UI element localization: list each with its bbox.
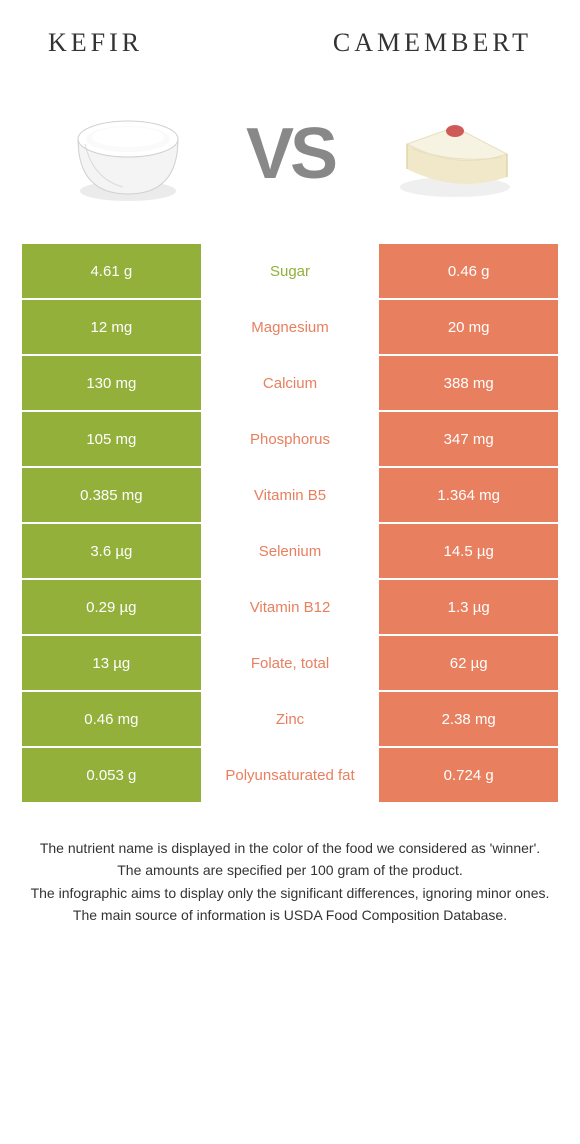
left-value: 0.29 µg	[22, 580, 201, 636]
left-value: 0.46 mg	[22, 692, 201, 748]
table-row: 0.053 gPolyunsaturated fat0.724 g	[22, 748, 558, 804]
left-value: 4.61 g	[22, 244, 201, 300]
nutrient-label: Vitamin B5	[201, 468, 380, 524]
nutrient-label: Sugar	[201, 244, 380, 300]
left-value: 130 mg	[22, 356, 201, 412]
image-row: VS	[0, 76, 580, 244]
footer-notes: The nutrient name is displayed in the co…	[0, 804, 580, 925]
footer-line: The nutrient name is displayed in the co…	[28, 838, 552, 858]
left-food-title: Kefir	[48, 28, 143, 58]
right-value: 0.46 g	[379, 244, 558, 300]
nutrient-label: Calcium	[201, 356, 380, 412]
nutrition-table: 4.61 gSugar0.46 g12 mgMagnesium20 mg130 …	[22, 244, 558, 804]
nutrient-label: Magnesium	[201, 300, 380, 356]
right-value: 2.38 mg	[379, 692, 558, 748]
table-row: 12 mgMagnesium20 mg	[22, 300, 558, 356]
right-food-image	[372, 94, 532, 214]
right-value: 62 µg	[379, 636, 558, 692]
nutrient-label: Polyunsaturated fat	[201, 748, 380, 804]
nutrient-label: Zinc	[201, 692, 380, 748]
kefir-bowl-icon	[53, 99, 203, 209]
table-row: 105 mgPhosphorus347 mg	[22, 412, 558, 468]
footer-line: The infographic aims to display only the…	[28, 883, 552, 903]
right-value: 1.3 µg	[379, 580, 558, 636]
left-value: 3.6 µg	[22, 524, 201, 580]
right-value: 0.724 g	[379, 748, 558, 804]
nutrient-label: Folate, total	[201, 636, 380, 692]
right-value: 388 mg	[379, 356, 558, 412]
right-value: 347 mg	[379, 412, 558, 468]
left-value: 13 µg	[22, 636, 201, 692]
footer-line: The main source of information is USDA F…	[28, 905, 552, 925]
right-value: 14.5 µg	[379, 524, 558, 580]
header: Kefir Camembert	[0, 0, 580, 76]
table-row: 0.29 µgVitamin B121.3 µg	[22, 580, 558, 636]
table-row: 0.385 mgVitamin B51.364 mg	[22, 468, 558, 524]
nutrient-label: Vitamin B12	[201, 580, 380, 636]
camembert-icon	[377, 99, 527, 209]
right-food-title: Camembert	[333, 28, 532, 58]
left-value: 12 mg	[22, 300, 201, 356]
vs-label: VS	[246, 113, 334, 195]
nutrient-label: Phosphorus	[201, 412, 380, 468]
left-value: 0.053 g	[22, 748, 201, 804]
right-value: 20 mg	[379, 300, 558, 356]
table-row: 4.61 gSugar0.46 g	[22, 244, 558, 300]
left-value: 105 mg	[22, 412, 201, 468]
footer-line: The amounts are specified per 100 gram o…	[28, 860, 552, 880]
left-value: 0.385 mg	[22, 468, 201, 524]
table-row: 130 mgCalcium388 mg	[22, 356, 558, 412]
left-food-image	[48, 94, 208, 214]
nutrient-label: Selenium	[201, 524, 380, 580]
right-value: 1.364 mg	[379, 468, 558, 524]
table-row: 3.6 µgSelenium14.5 µg	[22, 524, 558, 580]
table-row: 0.46 mgZinc2.38 mg	[22, 692, 558, 748]
table-row: 13 µgFolate, total62 µg	[22, 636, 558, 692]
